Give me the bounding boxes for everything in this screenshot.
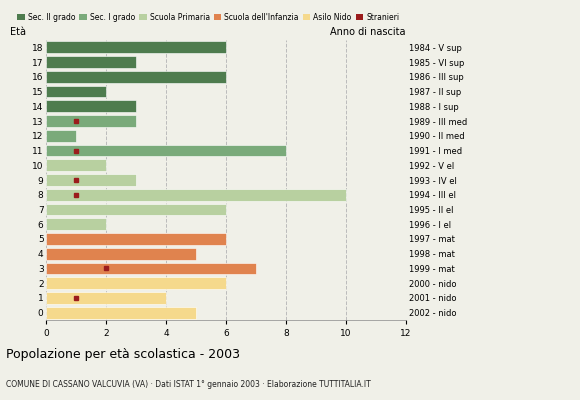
- Bar: [46, 130, 77, 142]
- Bar: [46, 248, 196, 260]
- Bar: [46, 233, 226, 245]
- Text: Età: Età: [10, 27, 27, 37]
- Bar: [46, 218, 106, 230]
- Bar: [46, 262, 256, 274]
- Bar: [46, 292, 166, 304]
- Bar: [46, 307, 196, 318]
- Bar: [46, 115, 136, 127]
- Bar: [46, 100, 136, 112]
- Bar: [46, 159, 106, 171]
- Bar: [46, 56, 136, 68]
- Bar: [46, 174, 136, 186]
- Text: Popolazione per età scolastica - 2003: Popolazione per età scolastica - 2003: [6, 348, 240, 361]
- Bar: [46, 42, 226, 53]
- Bar: [46, 145, 286, 156]
- Bar: [46, 71, 226, 83]
- Bar: [46, 189, 346, 201]
- Text: Anno di nascita: Anno di nascita: [331, 27, 406, 37]
- Legend: Sec. II grado, Sec. I grado, Scuola Primaria, Scuola dell'Infanzia, Asilo Nido, : Sec. II grado, Sec. I grado, Scuola Prim…: [14, 10, 403, 25]
- Bar: [46, 204, 226, 215]
- Bar: [46, 277, 226, 289]
- Bar: [46, 86, 106, 98]
- Text: COMUNE DI CASSANO VALCUVIA (VA) · Dati ISTAT 1° gennaio 2003 · Elaborazione TUTT: COMUNE DI CASSANO VALCUVIA (VA) · Dati I…: [6, 380, 371, 389]
